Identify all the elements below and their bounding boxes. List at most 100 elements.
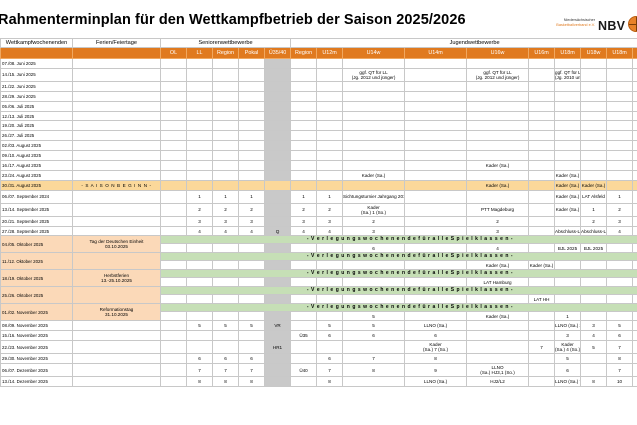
- column-header: U12m: [316, 47, 344, 59]
- table-cell: [404, 169, 468, 181]
- table-cell: [528, 320, 556, 332]
- table-cell: [72, 363, 161, 378]
- table-cell: [212, 179, 239, 191]
- table-cell: [404, 140, 468, 152]
- column-header-blank: [0, 47, 73, 59]
- table-cell: [186, 340, 213, 355]
- table-cell: Q: [263, 225, 292, 237]
- table-cell: [263, 189, 292, 204]
- table-row: 21./22. Juni 2025: [0, 80, 637, 92]
- table-cell: Kader (Sa.): [466, 260, 530, 271]
- table-cell: [212, 330, 239, 342]
- table-cell: [528, 90, 556, 102]
- weekend-date: 12./13. Juli 2025: [0, 110, 73, 122]
- federation-logo: Niedersächsischer Basketballverband e.V.…: [543, 16, 637, 38]
- table-cell: Kader (Sa.): [342, 169, 406, 181]
- table-cell: 4: [238, 225, 265, 237]
- table-cell: [466, 140, 530, 152]
- table-cell: [528, 179, 556, 191]
- table-cell: [528, 189, 556, 204]
- table-cell: [632, 100, 637, 112]
- table-cell: 9: [404, 363, 468, 378]
- table-cell: [72, 150, 161, 162]
- table-cell: [606, 179, 634, 191]
- table-cell: 1: [606, 189, 634, 204]
- table-row: 12./13. Juli 2025: [0, 110, 637, 122]
- break-row: 11./12. Oktober 2025 - V e r l e g u n g …: [0, 252, 637, 271]
- table-cell: [404, 260, 468, 271]
- column-header: U14m: [404, 47, 468, 59]
- table-cell: 1: [632, 189, 637, 204]
- table-cell: PTT Magdeburg: [466, 202, 530, 217]
- table-cell: Kader (Sa.): [554, 169, 582, 181]
- weekend-date: 06./07. Dezember 2025: [0, 363, 73, 378]
- table-cell: [72, 90, 161, 102]
- table-cell: [580, 150, 608, 162]
- table-row: 06./07. Dezember 2025 7 7 7 Ü40 7 8 9 LLNO (Sa.) …: [0, 363, 637, 378]
- table-cell: [72, 376, 161, 388]
- table-cell: [554, 140, 582, 152]
- table-cell: [404, 189, 468, 204]
- table-cell: [186, 120, 213, 132]
- table-cell: [238, 80, 265, 92]
- table-cell: ggf. QT für LL (Jg. 2012 und jünger): [342, 67, 406, 82]
- table-cell: [404, 90, 468, 102]
- table-row: 07./08. Juni 2025: [0, 58, 637, 69]
- column-header: Region: [290, 47, 318, 59]
- weekend-date: 11./12. Oktober 2025: [0, 252, 73, 271]
- table-cell: [238, 120, 265, 132]
- table-cell: [580, 67, 608, 82]
- table-row: 27./28. September 2025 4 4 4 Q 4 4 3 3 Abschluss-…: [0, 225, 637, 237]
- table-cell: [212, 110, 239, 122]
- table-cell: [342, 160, 406, 171]
- table-row: 14./15. Juni 2025 ggf. QT für LL (Jg. 2012…: [0, 67, 637, 82]
- weekend-date: 20./21. September 2025: [0, 215, 73, 227]
- table-cell: [212, 150, 239, 162]
- table-cell: [580, 90, 608, 102]
- column-header: U18w: [580, 47, 608, 59]
- table-cell: 3: [212, 215, 239, 227]
- table-cell: 4: [186, 225, 213, 237]
- table-cell: [212, 311, 239, 322]
- table-cell: [263, 67, 292, 82]
- table-row: 16./17. August 2025 Kader (Sa.): [0, 160, 637, 171]
- break-row: 01./02. November 2025 Reformationstag 31.1…: [0, 303, 637, 322]
- table-cell: [160, 260, 187, 271]
- table-cell: LAT Hamburg: [466, 277, 530, 288]
- table-cell: [606, 277, 634, 288]
- table-cell: [580, 130, 608, 142]
- table-cell: 8: [606, 353, 634, 365]
- table-cell: Kader (Sa.): [554, 179, 582, 191]
- table-cell: [606, 140, 634, 152]
- table-cell: [160, 189, 187, 204]
- table-cell: [316, 58, 344, 69]
- table-cell: [342, 100, 406, 112]
- table-cell: 4: [606, 225, 634, 237]
- table-row: 28./29. Juni 2025: [0, 90, 637, 102]
- table-cell: [528, 225, 556, 237]
- table-cell: [316, 311, 344, 322]
- table-cell: LLNO (Sa.): [404, 376, 468, 388]
- table-cell: 2: [580, 215, 608, 227]
- table-cell: [263, 169, 292, 181]
- table-cell: [263, 80, 292, 92]
- table-cell: [528, 330, 556, 342]
- table-cell: [404, 160, 468, 171]
- table-cell: [72, 58, 161, 69]
- table-cell: [528, 150, 556, 162]
- break-bar: - V e r l e g u n g s w o c h e n e n d …: [160, 269, 637, 279]
- table-cell: [606, 160, 634, 171]
- table-cell: [263, 376, 292, 388]
- table-cell: [263, 202, 292, 217]
- table-cell: [160, 179, 187, 191]
- table-cell: 5: [606, 320, 634, 332]
- table-cell: [186, 260, 213, 271]
- table-cell: [606, 169, 634, 181]
- table-cell: HR1: [263, 340, 292, 355]
- column-header: LL: [186, 47, 213, 59]
- table-cell: 10: [632, 376, 637, 388]
- weekend-date: 09./10. August 2025: [0, 150, 73, 162]
- table-cell: 3: [554, 330, 582, 342]
- table-cell: [263, 260, 292, 271]
- table-cell: [554, 90, 582, 102]
